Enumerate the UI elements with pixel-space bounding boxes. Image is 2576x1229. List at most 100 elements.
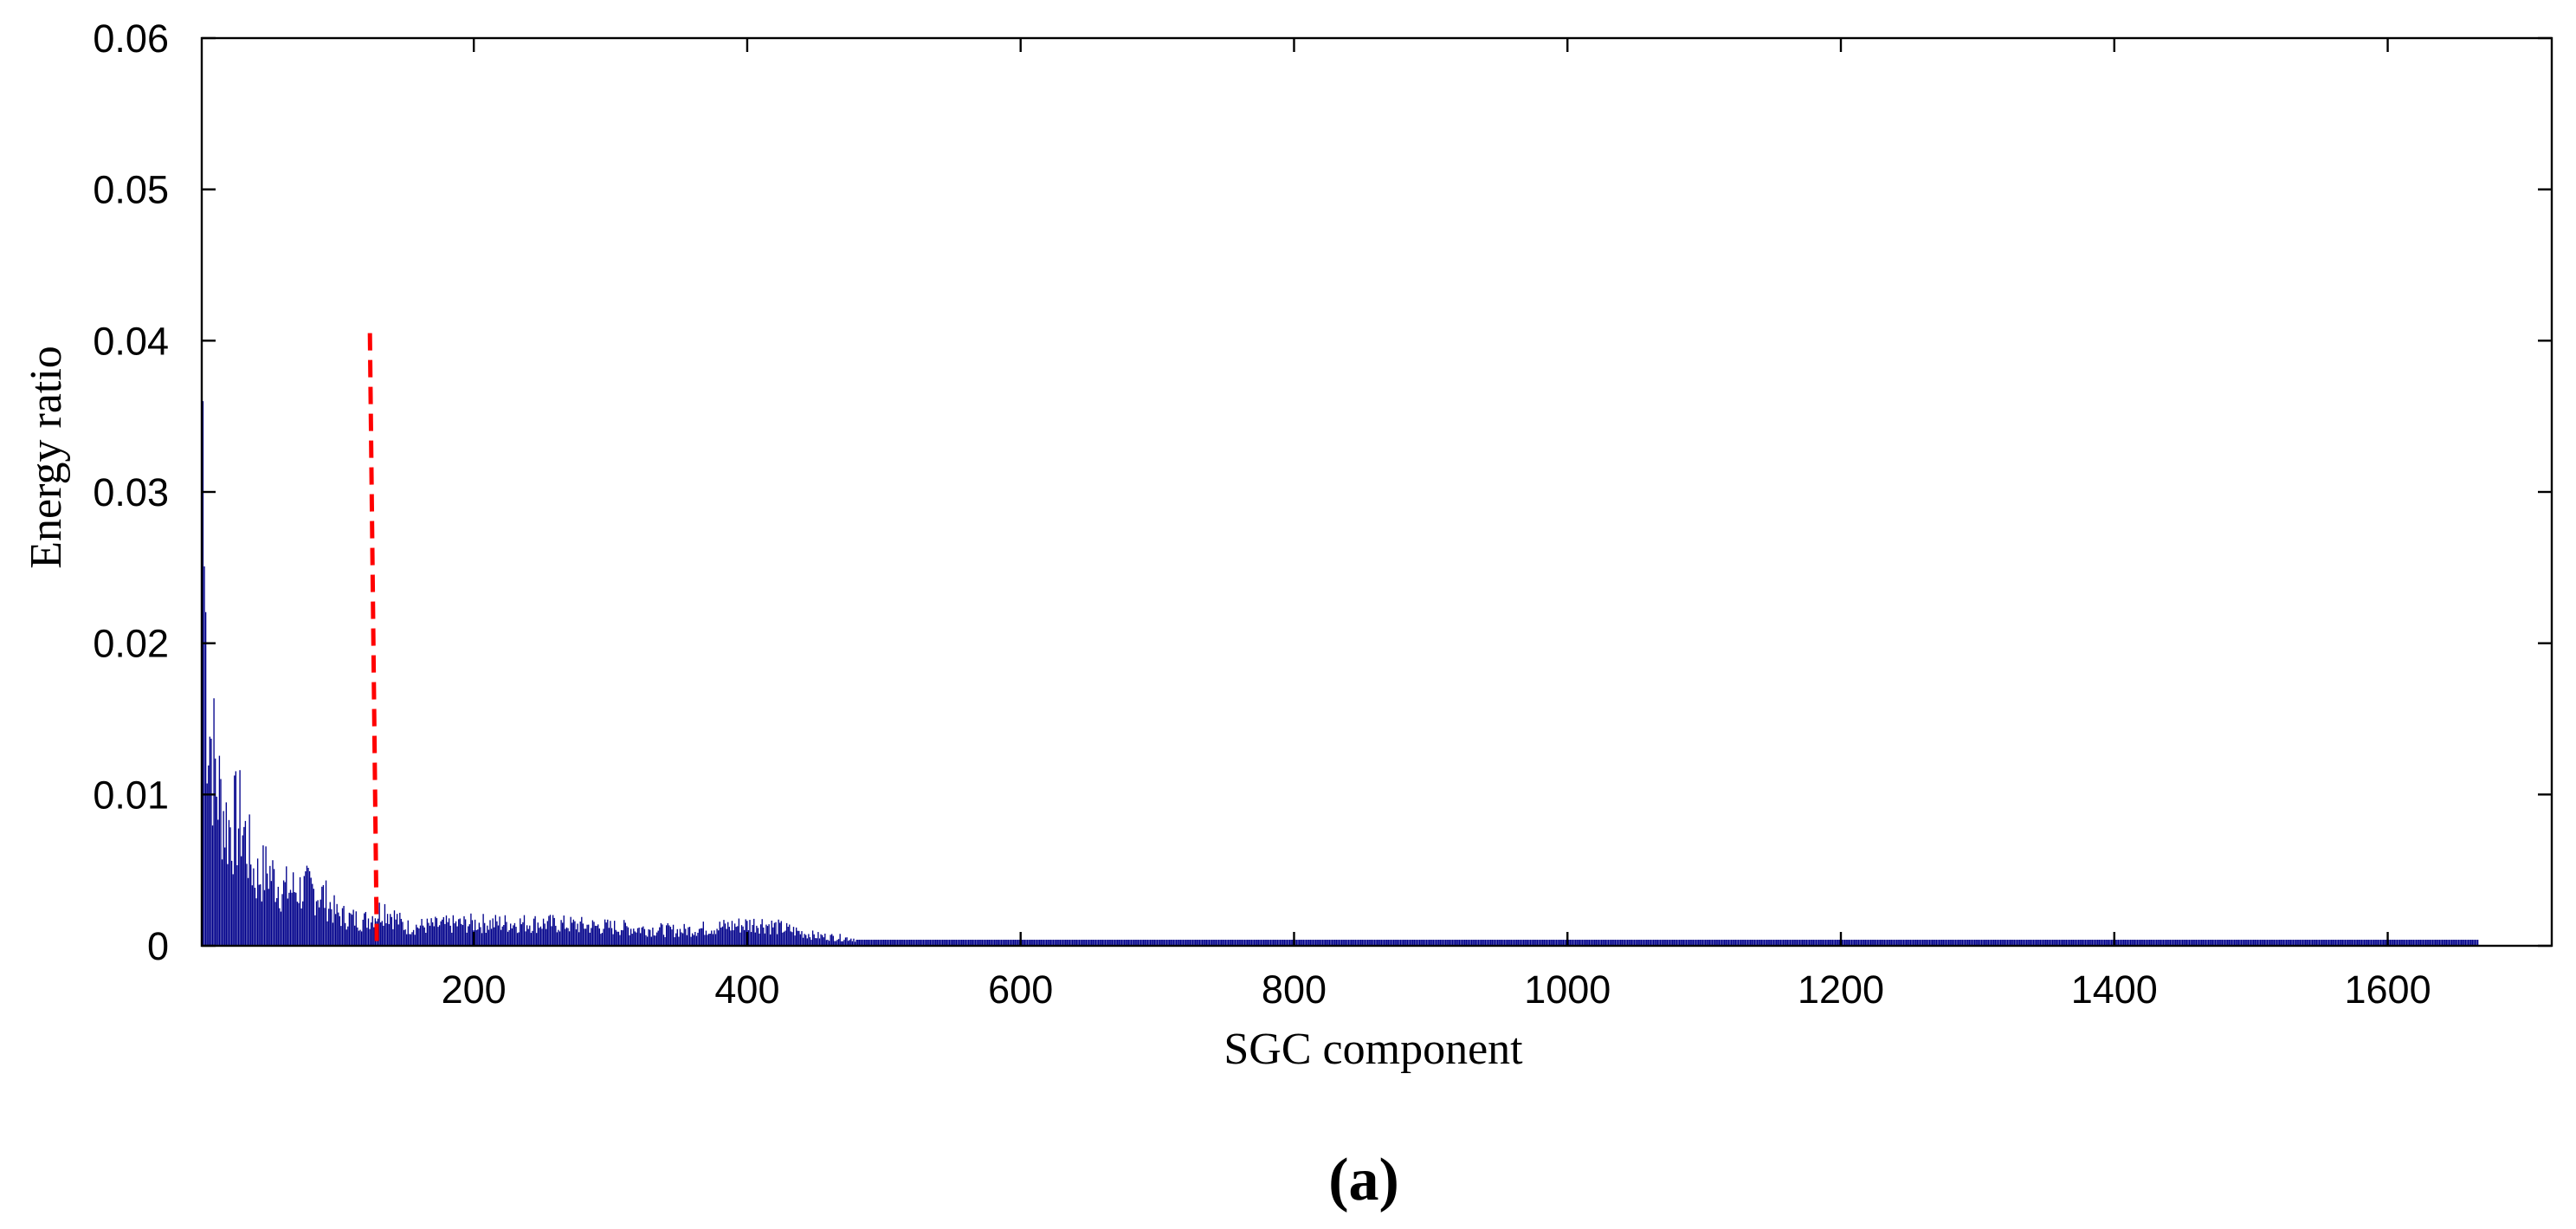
bar bbox=[2363, 940, 2366, 946]
bar bbox=[1748, 940, 1750, 946]
bar bbox=[435, 916, 436, 946]
bar bbox=[1039, 940, 1041, 946]
bar bbox=[1587, 940, 1589, 946]
bar bbox=[400, 918, 403, 946]
bar bbox=[1677, 940, 1679, 946]
bar bbox=[1821, 940, 1823, 946]
bar bbox=[2001, 940, 2003, 946]
bar bbox=[1535, 940, 1537, 946]
bar bbox=[1916, 940, 1918, 946]
bar bbox=[620, 929, 623, 946]
bar bbox=[2437, 940, 2439, 946]
bar bbox=[1557, 940, 1559, 946]
bar bbox=[1649, 940, 1650, 946]
bar bbox=[1562, 940, 1565, 946]
bar bbox=[359, 929, 361, 946]
bar bbox=[1085, 940, 1088, 946]
bar bbox=[640, 933, 642, 946]
bar bbox=[218, 755, 221, 946]
bar bbox=[870, 940, 873, 946]
bar bbox=[355, 911, 357, 946]
bar bbox=[735, 927, 737, 946]
bar bbox=[1837, 940, 1839, 946]
bar bbox=[487, 929, 490, 946]
bar bbox=[1081, 940, 1083, 946]
bar bbox=[1250, 940, 1253, 946]
bar bbox=[1153, 940, 1155, 946]
bar bbox=[1062, 940, 1064, 946]
bar bbox=[1061, 940, 1062, 946]
bar bbox=[2173, 940, 2175, 946]
bar bbox=[671, 929, 673, 946]
bar bbox=[649, 929, 651, 946]
bar bbox=[869, 940, 871, 946]
bar bbox=[1708, 940, 1710, 946]
bar bbox=[1808, 940, 1811, 946]
bar bbox=[797, 930, 798, 946]
bar bbox=[594, 925, 597, 946]
bar bbox=[624, 922, 626, 946]
bar bbox=[253, 868, 255, 946]
bar bbox=[2180, 940, 2182, 946]
bar bbox=[2358, 940, 2360, 946]
bar bbox=[1106, 940, 1107, 946]
bar bbox=[2134, 940, 2136, 946]
bar bbox=[668, 925, 670, 946]
bar bbox=[1542, 940, 1544, 946]
bar bbox=[1434, 940, 1436, 946]
bar bbox=[605, 922, 607, 946]
bar bbox=[2261, 940, 2263, 946]
bar bbox=[2162, 940, 2165, 946]
bar bbox=[314, 915, 316, 946]
bar bbox=[1493, 940, 1495, 946]
bar bbox=[987, 940, 989, 946]
bar bbox=[1477, 940, 1480, 946]
bar bbox=[1517, 940, 1519, 946]
bar bbox=[1802, 940, 1804, 946]
bar bbox=[2164, 940, 2166, 946]
bar bbox=[981, 940, 984, 946]
bar bbox=[2119, 940, 2121, 946]
bar bbox=[1932, 940, 1934, 946]
bar bbox=[1488, 940, 1490, 946]
bar bbox=[1635, 940, 1637, 946]
bar bbox=[2205, 940, 2207, 946]
bar bbox=[1662, 940, 1664, 946]
bar bbox=[549, 915, 552, 946]
bar bbox=[787, 927, 789, 946]
bar bbox=[317, 900, 319, 946]
bar bbox=[2043, 940, 2045, 946]
bar bbox=[1240, 940, 1242, 946]
bar bbox=[939, 940, 941, 946]
bar bbox=[2259, 940, 2262, 946]
bar bbox=[2247, 940, 2250, 946]
bar bbox=[270, 881, 273, 946]
bar bbox=[1934, 940, 1936, 946]
bar bbox=[2251, 940, 2253, 946]
bar bbox=[1404, 940, 1405, 946]
bar bbox=[1285, 940, 1287, 946]
bar bbox=[1505, 940, 1507, 946]
bar bbox=[1921, 940, 1924, 946]
bar bbox=[579, 922, 581, 946]
bar bbox=[2313, 940, 2315, 946]
bar bbox=[1152, 940, 1154, 946]
bar bbox=[1431, 940, 1433, 946]
bar bbox=[1970, 940, 1972, 946]
bar bbox=[2466, 940, 2468, 946]
bar bbox=[1365, 940, 1367, 946]
bar bbox=[2024, 940, 2026, 946]
bar bbox=[560, 920, 562, 946]
bar bbox=[881, 940, 883, 946]
bar bbox=[1383, 940, 1385, 946]
bar bbox=[1937, 940, 1939, 946]
bar bbox=[482, 914, 484, 946]
bar bbox=[2389, 940, 2392, 946]
bar bbox=[1278, 940, 1280, 946]
bar bbox=[2365, 940, 2366, 946]
bar bbox=[2332, 940, 2334, 946]
bar bbox=[2348, 940, 2350, 946]
bar bbox=[843, 940, 845, 946]
bar bbox=[655, 932, 658, 946]
bar bbox=[2063, 940, 2064, 946]
